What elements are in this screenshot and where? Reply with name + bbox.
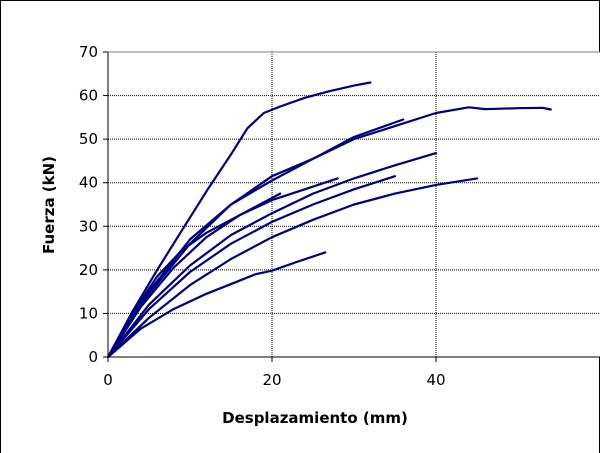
ticks-group: 0 10 20 30 40 50 60 70 0 20 40: [79, 43, 446, 389]
axes-group: [107, 51, 600, 358]
x-axis-title: Desplazamiento (mm): [222, 409, 408, 427]
y-axis-title: Fuerza (kN): [40, 156, 58, 254]
y-tick-label: 30: [79, 217, 98, 235]
series-line-3: [106, 118, 405, 359]
y-tick-label: 20: [79, 261, 98, 279]
x-tick-label: 40: [426, 371, 445, 389]
series-line-6: [106, 177, 479, 359]
series-group: [106, 81, 552, 359]
x-tick-label: 0: [103, 371, 113, 389]
y-tick-label: 50: [79, 130, 98, 148]
series-line-7: [106, 177, 339, 359]
series-line-5: [106, 175, 397, 359]
y-tick-label: 70: [79, 43, 98, 61]
x-tick-label: 20: [262, 371, 281, 389]
y-tick-label: 60: [79, 87, 98, 105]
y-tick-label: 40: [79, 174, 98, 192]
series-line-1: [106, 81, 372, 359]
series-line-9: [106, 251, 327, 359]
series-line-4: [106, 152, 438, 359]
series-line-2: [106, 106, 552, 359]
y-tick-label: 10: [79, 304, 98, 322]
y-tick-label: 0: [88, 348, 98, 366]
series-line-8: [106, 192, 282, 359]
